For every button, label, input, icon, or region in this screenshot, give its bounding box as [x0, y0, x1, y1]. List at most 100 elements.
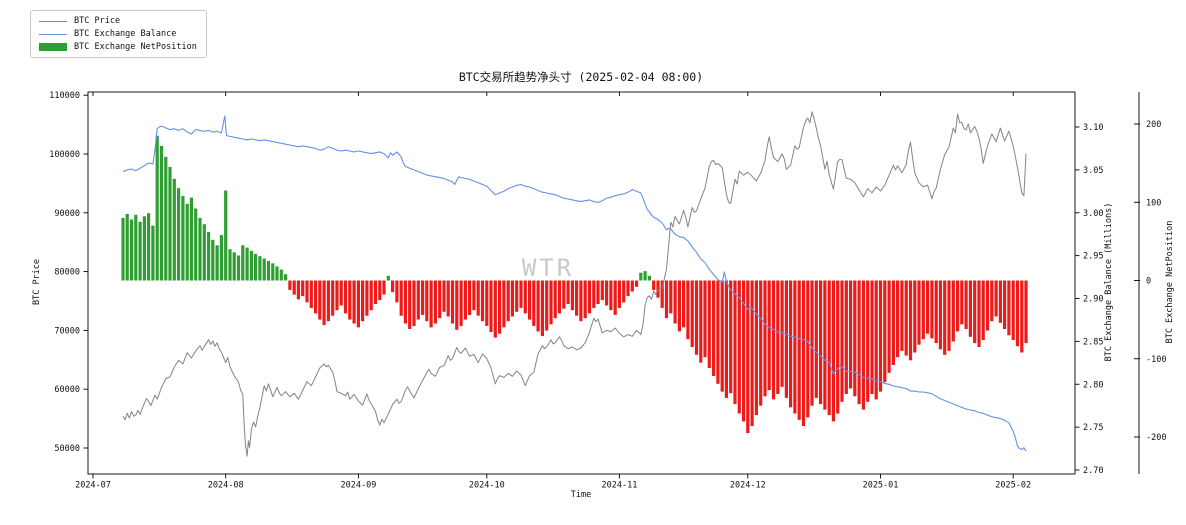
netposition-bar	[647, 275, 651, 281]
balance-tick-label: 2.70	[1083, 466, 1103, 476]
netposition-bar	[343, 280, 348, 314]
netposition-bar	[455, 280, 459, 330]
netposition-bar	[797, 280, 801, 420]
chart-title: BTC交易所趋势净头寸 (2025-02-04 08:00)	[458, 70, 704, 84]
netposition-bar	[737, 280, 741, 414]
balance-tick-label: 3.05	[1083, 166, 1103, 176]
netposition-bar	[536, 280, 540, 332]
netposition-bar	[429, 280, 433, 328]
netposition-bar	[288, 280, 292, 290]
netposition-bar	[373, 280, 378, 304]
netposition-bar	[694, 280, 699, 355]
netposition-bar	[964, 280, 968, 329]
netposition-bar	[776, 280, 780, 394]
netposition-bar	[784, 280, 788, 398]
netposition-bar	[973, 280, 977, 344]
x-axis-title: Time	[570, 490, 592, 500]
netposition-bar	[960, 280, 964, 325]
netposition-bar	[1003, 280, 1007, 329]
netposition-bar	[669, 280, 673, 314]
netposition-bar	[750, 280, 754, 426]
netposition-bar	[814, 280, 818, 398]
netposition-bar	[185, 203, 189, 281]
netposition-bar	[904, 280, 908, 356]
netposition-bar	[660, 280, 664, 308]
netposition-bar	[134, 214, 138, 281]
netposition-bar	[236, 255, 241, 281]
netposition-bar	[425, 280, 429, 322]
netposition-bar	[583, 280, 587, 319]
price-tick-label: 50000	[54, 444, 80, 454]
netposition-bar	[682, 280, 686, 328]
netposition-bar	[468, 280, 472, 315]
netposition-bar	[219, 235, 223, 281]
legend: BTC Price BTC Exchange Balance BTC Excha…	[30, 10, 207, 58]
netposition-bar	[605, 280, 609, 306]
netposition-bar	[780, 280, 784, 387]
netposition-bar	[617, 280, 621, 308]
netposition-bar	[211, 239, 215, 281]
balance-line	[122, 115, 1027, 452]
netposition-bar	[956, 280, 960, 332]
netposition-bar	[1015, 280, 1020, 347]
netposition-bar	[635, 280, 639, 287]
netposition-bar	[502, 280, 506, 328]
netposition-bar	[1011, 280, 1015, 340]
netposition-bar	[403, 280, 407, 324]
netposition-bar	[712, 280, 716, 376]
netposition-bar	[806, 280, 810, 418]
netposition-bar	[339, 280, 343, 306]
netposition-bar	[827, 280, 831, 416]
price-tick-label: 80000	[54, 268, 80, 278]
netposition-bar	[652, 280, 656, 290]
netposition-bar	[819, 280, 823, 405]
netposition-bar	[874, 280, 878, 400]
netposition-bar	[322, 280, 326, 326]
netposition-bar	[545, 280, 549, 331]
netposition-bar	[840, 280, 844, 402]
netposition-bar	[506, 280, 510, 322]
netposition-bar	[459, 280, 463, 326]
netposition-bar	[224, 190, 228, 281]
price-tick-label: 60000	[54, 385, 80, 395]
legend-item-netposition: BTC Exchange NetPosition	[39, 42, 197, 52]
netposition-bar	[254, 253, 258, 281]
netposition-bar	[977, 280, 981, 347]
netposition-bar	[498, 280, 502, 334]
netposition-bar	[172, 178, 176, 281]
netposition-bar	[754, 280, 758, 416]
balance-tick-label: 3.00	[1083, 209, 1103, 219]
netposition-bar	[763, 280, 767, 397]
netposition-bar	[1007, 280, 1011, 336]
netposition-bar	[142, 216, 146, 281]
netposition-bar	[866, 280, 870, 402]
netposition-bar	[305, 280, 309, 303]
netposition-bar	[921, 280, 925, 340]
netposition-bar	[258, 256, 262, 281]
netposition-tick-label: 200	[1146, 120, 1161, 130]
netposition-bar	[485, 280, 489, 326]
x-tick-label: 2024-12	[730, 481, 766, 491]
netposition-bar	[331, 280, 335, 316]
netposition-bar	[202, 224, 206, 281]
netposition-bar	[926, 280, 930, 334]
netposition-bar	[177, 188, 181, 281]
netposition-bar	[279, 269, 283, 281]
netposition-bar	[557, 280, 562, 314]
netposition-bar	[943, 280, 947, 355]
netposition-bar	[707, 280, 711, 369]
legend-label-netposition: BTC Exchange NetPosition	[74, 42, 197, 52]
legend-item-price: BTC Price	[39, 16, 197, 26]
netposition-bar	[369, 280, 373, 311]
netposition-bar	[853, 280, 857, 397]
netposition-bar	[609, 280, 613, 311]
price-tick-label: 90000	[54, 209, 80, 219]
netposition-bar	[592, 280, 596, 308]
price-line	[122, 111, 1027, 457]
netposition-bar	[125, 214, 129, 281]
netposition-bar	[1020, 280, 1024, 353]
netposition-bar	[365, 280, 369, 316]
balance-tick-label: 2.75	[1083, 423, 1103, 433]
netposition-bar	[326, 280, 330, 322]
netposition-bar	[168, 167, 172, 281]
